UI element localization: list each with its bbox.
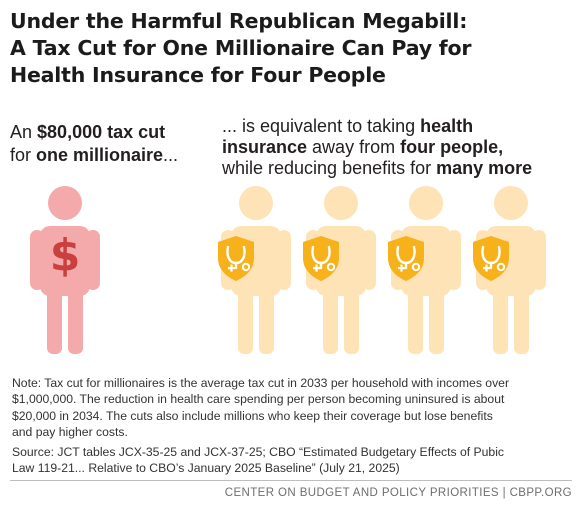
- health-word: health: [420, 116, 474, 136]
- many-more-label: many more: [436, 158, 533, 178]
- page-title: Under the Harmful Republican Megabill: A…: [10, 8, 570, 89]
- note-line: Note: Tax cut for millionaires is the av…: [12, 376, 510, 390]
- footer-credit: CENTER ON BUDGET AND POLICY PRIORITIES |…: [224, 487, 572, 499]
- four-people-label: four people,: [400, 137, 504, 157]
- away-from-text: away from: [307, 137, 401, 157]
- recipient-label: one millionaire: [36, 145, 164, 165]
- left-caption: An $80,000 tax cut for one millionaire..…: [10, 121, 178, 167]
- title-line-2: A Tax Cut for One Millionaire Can Pay fo…: [10, 36, 472, 60]
- left-caption-ellipsis: ...: [163, 145, 179, 165]
- title-line-1: Under the Harmful Republican Megabill:: [10, 9, 468, 33]
- figures-illustration: $: [30, 186, 546, 354]
- note-line: and pay higher costs.: [12, 424, 128, 439]
- left-caption-prefix: An: [10, 122, 38, 142]
- source-line: Law 119-21... Relative to CBO’s January …: [12, 461, 400, 476]
- reducing-benefits-text: while reducing benefits for: [222, 158, 437, 178]
- right-caption-prefix: ... is equivalent to taking: [222, 116, 421, 136]
- note-line: $1,000,000. The reduction in health care…: [12, 392, 505, 407]
- tax-cut-amount: $80,000 tax cut: [37, 122, 166, 142]
- right-caption: ... is equivalent to taking health insur…: [222, 116, 532, 179]
- note-text: Note: Tax cut for millionaires is the av…: [12, 375, 572, 440]
- source-line: Source: JCT tables JCX-35-25 and JCX-37-…: [12, 445, 505, 459]
- title-line-3: Health Insurance for Four People: [10, 63, 386, 87]
- left-caption-for: for: [10, 145, 37, 165]
- insurance-word: insurance: [222, 137, 308, 157]
- source-text: Source: JCT tables JCX-35-25 and JCX-37-…: [12, 444, 572, 477]
- footer-divider: [10, 480, 572, 481]
- note-line: $20,000 in 2034. The cuts also include m…: [12, 408, 493, 423]
- dollar-sign-icon: $: [50, 230, 81, 281]
